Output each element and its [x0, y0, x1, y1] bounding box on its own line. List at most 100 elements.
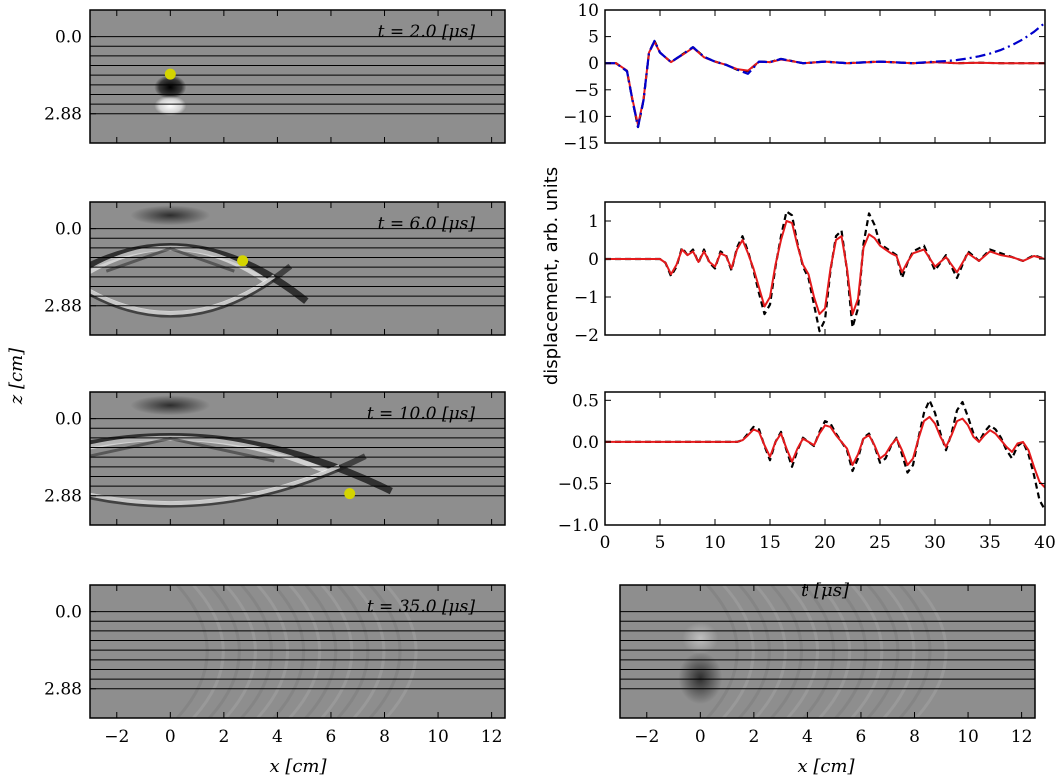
z-tick-label: 2.88	[44, 680, 82, 700]
reverb-streak	[706, 585, 739, 718]
reverb-streak	[866, 585, 900, 718]
snapshot-panel-right: −2 0 2 4 6 8 10 12	[619, 584, 1036, 747]
x-tick-label: 12	[1011, 727, 1033, 747]
snapshot-time-label: t = 10.0 [μs]	[367, 404, 476, 424]
reverb-streak	[834, 585, 868, 718]
wavefront-head	[105, 246, 235, 273]
z-tick-label: 0.0	[55, 410, 82, 430]
receiver-marker	[344, 488, 356, 500]
snapshot-panel-4: −2 0 2 4 6 8 10 12 0.0 2.88 t = 35.0 [μs]	[44, 584, 506, 747]
reverb-streak	[738, 585, 771, 718]
shared-y-axis-label: displacement, arb. units	[541, 167, 562, 385]
z-tick-label: 0.0	[55, 603, 82, 623]
panel-frame	[89, 201, 506, 336]
reverb-streak	[192, 585, 225, 718]
x-axis-label-left: x [cm]	[269, 756, 327, 777]
snapshot-image	[90, 202, 505, 335]
y-tick-label: 10	[577, 1, 599, 21]
wavefront-arc-bottom-light	[90, 274, 276, 316]
x-tick-label: 15	[759, 533, 781, 553]
y-tick-label: 0	[588, 54, 599, 74]
image-background	[90, 10, 505, 143]
y-tick-label: −0.5	[558, 474, 599, 494]
wavefront-dark	[154, 75, 187, 100]
snapshot-image	[90, 392, 505, 525]
x-tick-label: 25	[869, 533, 891, 553]
wavefront-cap	[130, 395, 211, 416]
x-tick-label: 6	[856, 727, 867, 747]
x-tick-label: 30	[924, 533, 946, 553]
y-tick-label: 0.0	[572, 433, 599, 453]
series-line-dashdot	[605, 21, 1045, 129]
snapshot-image	[90, 10, 505, 143]
y-tick-label: 0.5	[572, 391, 599, 411]
y-tick-label: 0	[588, 250, 599, 270]
x-tick-label: 2	[218, 727, 229, 747]
x-tick-label: −2	[104, 727, 129, 747]
y-tick-label: −15	[563, 134, 599, 154]
source-shadow	[678, 652, 723, 705]
receiver-marker	[237, 255, 249, 267]
source-glow	[682, 622, 719, 655]
image-background	[90, 585, 505, 718]
snapshot-time-label: t = 2.0 [μs]	[378, 22, 476, 42]
y-tick-label: −1	[574, 288, 599, 308]
reverb-streak	[240, 585, 273, 718]
y-tick-label: −10	[563, 107, 599, 127]
snapshot-image	[620, 585, 1035, 718]
trace-x-axis-label: t [μs]	[801, 580, 850, 601]
reverb-streak	[368, 585, 402, 718]
panel-frame	[619, 584, 1036, 719]
reverb-streak	[288, 585, 322, 718]
x-tick-label: 12	[481, 727, 503, 747]
x-axis-label-right: x [cm]	[797, 756, 855, 777]
z-tick-label: 2.88	[44, 487, 82, 507]
reverb-streak	[272, 585, 305, 718]
reverb-streak	[320, 585, 354, 718]
reverb-streak	[722, 585, 755, 718]
reverb-streak	[754, 585, 787, 718]
trace-panel-3: 0.5 0.0 −0.5 −1.00 5 10 15 20 25 30 35 40	[558, 391, 1056, 553]
reverb-streak	[850, 585, 884, 718]
panel-frame	[89, 584, 506, 719]
image-background	[620, 585, 1035, 718]
y-tick-label: −1.0	[558, 516, 599, 536]
x-tick-label: 0	[165, 727, 176, 747]
reverb-streak	[224, 585, 257, 718]
x-tick-label: 10	[427, 727, 449, 747]
reverb-streak	[304, 585, 338, 718]
z-tick-label: 2.88	[44, 105, 82, 125]
trace-panel-1: 10 5 0 −5 −10 −15	[563, 1, 1046, 154]
reverb-streak	[882, 585, 916, 718]
x-tick-label: 6	[326, 727, 337, 747]
z-tick-label: 2.88	[44, 297, 82, 317]
x-tick-label: 0	[695, 727, 706, 747]
series-line-solid	[605, 415, 1045, 489]
wavefront-light	[154, 95, 187, 116]
y-tick-label: −2	[574, 326, 599, 346]
reverb-streak	[208, 585, 241, 718]
z-tick-label: 0.0	[55, 220, 82, 240]
wavefront-arc-bottom-light	[90, 464, 341, 505]
reverb-streak	[770, 585, 803, 718]
x-tick-label: 8	[909, 727, 920, 747]
x-tick-label: 10	[957, 727, 979, 747]
snapshot-panel-3: 0.0 2.88 t = 10.0 [μs]	[44, 391, 506, 526]
receiver-marker	[164, 68, 176, 80]
reverb-streak	[898, 585, 932, 718]
x-tick-label: 35	[979, 533, 1001, 553]
panel-frame	[89, 9, 506, 144]
x-tick-label: 10	[704, 533, 726, 553]
x-tick-label: 4	[272, 727, 283, 747]
plot-area	[605, 392, 1045, 525]
reverb-streak	[384, 585, 418, 718]
reverb-streak	[336, 585, 370, 718]
y-tick-label: 5	[588, 28, 599, 48]
x-tick-label: 20	[814, 533, 836, 553]
snapshot-time-label: t = 6.0 [μs]	[378, 214, 476, 234]
z-tick-label: 0.0	[55, 28, 82, 48]
snapshot-panel-2: 0.0 2.88 t = 6.0 [μs]	[44, 201, 506, 336]
reverb-streak	[256, 585, 289, 718]
x-tick-label: 40	[1034, 533, 1056, 553]
